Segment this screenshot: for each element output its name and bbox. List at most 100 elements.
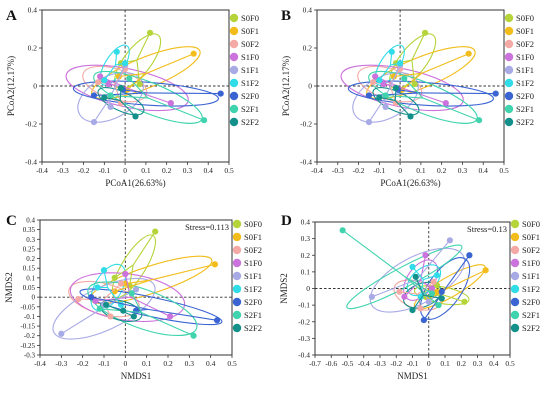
legend-marker-s1f0	[504, 52, 514, 62]
spoke-s2f1	[147, 97, 205, 121]
x-tick-label: -0.5	[342, 359, 354, 368]
legend: S0F0 S0F1 S0F2 S1F0 S1F1 S1F2 S2F0 S2F1 S2F2	[232, 219, 262, 333]
x-tick-label: 0	[123, 166, 127, 175]
legend-marker-s1f0	[232, 258, 242, 268]
spoke-s0f2	[417, 281, 434, 295]
legend-marker-s1f2	[504, 78, 514, 88]
spoke-s0f2	[102, 283, 122, 301]
spoke-s2f1	[385, 94, 424, 99]
x-tick-label: 0.3	[183, 166, 193, 175]
panel-B: B-0.4 -0.3 -0.2 -0.1 0 0.1 0.2 0.3 0.4 0.50.40.20…	[281, 6, 534, 189]
legend-marker-s0f0	[510, 219, 520, 229]
x-tick-label: 0	[123, 359, 127, 368]
point-s0f1	[211, 261, 219, 268]
x-tick-label: -0.7	[309, 359, 321, 368]
legend-marker-s1f0	[229, 52, 239, 62]
point-s2f2	[103, 301, 110, 308]
y-tick-label: -0.05	[20, 303, 35, 311]
y-tick-label: -0.1	[24, 313, 36, 321]
point-s1f2	[409, 263, 416, 270]
spoke-s1f1	[371, 279, 418, 298]
point-s0f0	[411, 81, 418, 88]
legend-label-s2f1: S2F1	[244, 310, 262, 320]
panel-letter: D	[281, 213, 292, 229]
point-s2f1	[475, 117, 483, 124]
point-s1f2	[397, 60, 404, 67]
x-tick-label: 0.5	[499, 166, 509, 175]
x-tick-label: 0.2	[162, 166, 172, 175]
spoke-s0f1	[146, 53, 194, 74]
legend: S0F0 S0F1 S0F2 S1F0 S1F1 S1F2 S2F0 S2F1 S2F2	[504, 13, 534, 127]
point-s2f1	[126, 75, 133, 82]
point-s0f2	[417, 305, 424, 312]
legend-label-s2f2: S2F2	[244, 323, 262, 333]
legend-label-s0f2: S0F2	[522, 245, 540, 255]
legend-marker-s0f1	[229, 26, 239, 36]
x-axis-label: NMDS1	[397, 371, 428, 381]
x-tick-label: -0.3	[374, 359, 386, 368]
point-s1f0	[442, 100, 449, 107]
point-s2f1	[190, 332, 197, 339]
legend-marker-s2f1	[229, 104, 239, 114]
point-s2f0	[217, 90, 224, 97]
x-tick-label: 0.4	[204, 166, 214, 175]
legend-label-s0f0: S0F0	[241, 13, 259, 23]
panel-D: D-0.7 -0.6 -0.5 -0.4 -0.3 -0.2 -0.1 0 0.1 0.2 0.3 0…	[279, 213, 540, 381]
spoke-s1f1	[368, 97, 386, 123]
spoke-s0f1	[118, 72, 147, 78]
legend-marker-s0f1	[232, 232, 242, 242]
legend-label-s0f1: S0F1	[244, 232, 262, 242]
y-axis-label: NMDS2	[279, 273, 289, 304]
point-s1f1	[132, 286, 140, 293]
point-s1f2	[388, 48, 395, 55]
legend-label-s0f0: S0F0	[244, 219, 262, 229]
legend-label-s1f2: S1F2	[244, 284, 262, 294]
spoke-s2f0	[145, 92, 221, 95]
spoke-s2f0	[368, 92, 421, 97]
point-s2f0	[438, 288, 445, 295]
point-s2f0	[88, 294, 95, 301]
spoke-s0f1	[114, 279, 152, 292]
legend-marker-s0f2	[229, 39, 239, 49]
y-tick-label: -0.2	[298, 317, 310, 326]
x-tick-label: 0.3	[185, 359, 195, 368]
x-tick-label: 0.5	[224, 166, 234, 175]
x-axis: -0.4 -0.3 -0.2 -0.1 0 0.1 0.2 0.3 0.4 0.5	[36, 162, 234, 175]
legend-label-s2f0: S2F0	[522, 297, 540, 307]
legend-label-s0f0: S0F0	[516, 13, 534, 23]
spoke-s1f1	[61, 308, 101, 335]
point-s0f2	[117, 100, 125, 107]
point-s2f2	[130, 313, 137, 320]
spoke-s1f2	[103, 64, 116, 81]
point-s1f2	[417, 293, 424, 300]
ellipse-s0f0	[389, 33, 437, 90]
x-tick-label: -0.6	[325, 359, 337, 368]
spoke-s2f0	[148, 308, 218, 321]
ellipse-s2f2	[99, 299, 143, 323]
y-tick-label: 0.2	[301, 251, 311, 260]
y-tick-label: -0.2	[24, 332, 36, 340]
x-tick-label: 0.5	[227, 359, 237, 368]
ellipse-s2f0	[347, 80, 494, 107]
legend-label-s1f1: S1F1	[516, 65, 534, 75]
point-s2f0	[492, 90, 499, 97]
spoke-s2f1	[403, 78, 424, 99]
point-s2f1	[401, 75, 408, 82]
x-tick-label: 0.5	[505, 359, 515, 368]
y-tick-label: 0.35	[23, 226, 36, 234]
x-tick-label: -0.2	[390, 359, 402, 368]
ellipse-s2f0	[72, 80, 219, 107]
x-tick-label: 0.1	[416, 166, 426, 175]
spoke-s0f1	[151, 263, 216, 281]
point-s1f2	[100, 267, 108, 274]
x-tick-label: -0.3	[57, 166, 69, 175]
legend-marker-s2f0	[504, 91, 514, 101]
y-tick-label: 0.3	[301, 234, 311, 243]
x-tick-label: -0.2	[353, 166, 365, 175]
legend-marker-s1f2	[229, 78, 239, 88]
point-s1f2	[433, 272, 440, 279]
spoke-s2f1	[404, 275, 433, 294]
point-s1f2	[113, 48, 120, 55]
legend-label-s0f1: S0F1	[522, 232, 540, 242]
